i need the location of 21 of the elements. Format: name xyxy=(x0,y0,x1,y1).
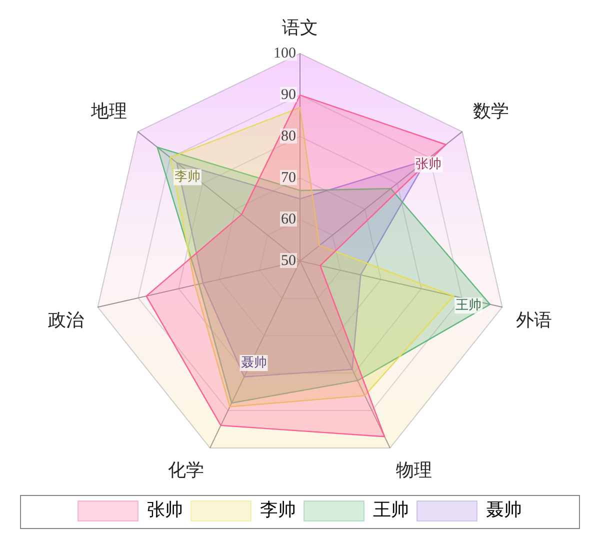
y-tick-label: 50 xyxy=(281,252,296,269)
spoke-label: 政治 xyxy=(48,310,84,330)
spoke-label: 语文 xyxy=(282,18,318,38)
spoke-label: 数学 xyxy=(473,100,510,121)
legend-label: 聂帅 xyxy=(486,500,522,520)
spoke-label: 地理 xyxy=(90,100,127,121)
legend-label: 张帅 xyxy=(147,500,183,520)
spoke-label: 外语 xyxy=(516,310,552,330)
text: 聂帅 xyxy=(240,354,267,370)
y-tick-label: 80 xyxy=(281,128,296,144)
text: 王帅 xyxy=(456,296,482,312)
spoke-label: 化学 xyxy=(168,460,204,480)
text: 李帅 xyxy=(174,168,200,184)
text: 张帅 xyxy=(416,156,442,171)
y-tick-label: 100 xyxy=(274,46,296,62)
spoke-label: 物理 xyxy=(396,460,432,480)
y-tick-label: 70 xyxy=(281,170,296,186)
y-tick-label: 60 xyxy=(281,211,296,228)
legend-label: 王帅 xyxy=(373,500,409,520)
y-tick-label: 90 xyxy=(281,87,296,104)
legend-label: 李帅 xyxy=(260,500,296,520)
